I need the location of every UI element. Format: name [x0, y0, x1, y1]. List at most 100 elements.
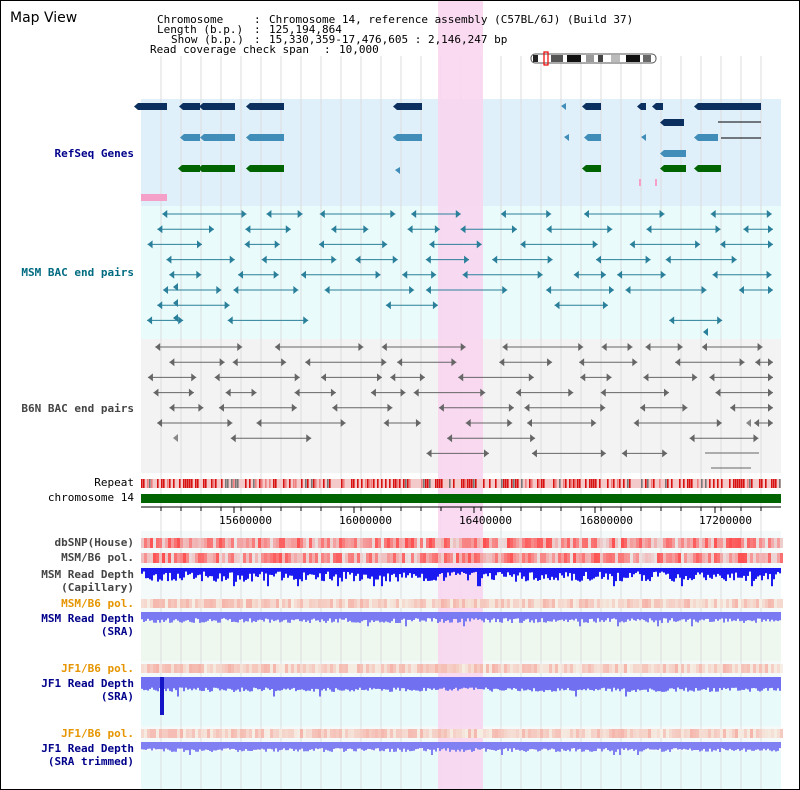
bac-end-marker — [383, 419, 389, 427]
depth-bar — [661, 677, 663, 692]
repeat-element — [389, 479, 391, 488]
heat-cell — [579, 553, 582, 563]
heat-cell — [546, 553, 549, 563]
depth-bar — [553, 742, 555, 750]
heat-cell — [558, 553, 561, 563]
bac-end-marker — [155, 343, 161, 351]
depth-bar — [729, 742, 731, 749]
heat-cell — [735, 538, 738, 548]
depth-bar — [675, 612, 677, 622]
heat-cell — [336, 553, 339, 563]
repeat-element — [341, 479, 343, 488]
heat-cell — [711, 553, 714, 563]
depth-bar — [553, 677, 555, 692]
depth-bar — [555, 677, 557, 692]
depth-bar — [659, 612, 661, 621]
heat-cell — [477, 599, 480, 608]
heat-cell — [777, 664, 780, 673]
heat-cell — [195, 664, 198, 673]
heat-cell — [258, 664, 261, 673]
heat-cell — [651, 729, 654, 738]
depth-bar — [245, 742, 247, 750]
heat-cell — [237, 538, 240, 548]
heat-cell — [378, 553, 381, 563]
heat-cell — [300, 599, 303, 608]
depth-bar — [251, 568, 253, 582]
depth-bar — [725, 612, 727, 619]
depth-bar — [581, 568, 583, 581]
heat-cell — [273, 538, 276, 548]
bac-end-marker — [500, 210, 506, 218]
heat-cell — [456, 599, 459, 608]
depth-bar — [705, 677, 707, 690]
depth-bar — [321, 568, 323, 581]
depth-bar — [315, 742, 317, 749]
depth-bar — [517, 742, 519, 750]
bac-end-marker — [415, 419, 421, 427]
heat-cell — [552, 538, 555, 548]
heat-cell — [180, 599, 183, 608]
heat-cell — [180, 538, 183, 548]
heat-cell — [633, 664, 636, 673]
depth-bar — [227, 742, 229, 749]
depth-bar — [667, 568, 669, 574]
depth-bar — [275, 742, 277, 749]
depth-bar — [397, 612, 399, 623]
heat-cell — [690, 538, 693, 548]
depth-bar — [625, 742, 627, 749]
depth-bar — [433, 612, 435, 619]
heat-cell — [516, 538, 519, 548]
gene-exon — [588, 134, 601, 141]
depth-bar — [725, 677, 727, 689]
heat-cell — [594, 664, 597, 673]
depth-bar — [659, 742, 661, 749]
depth-bar — [281, 677, 283, 691]
depth-bar — [249, 742, 251, 752]
repeat-element — [539, 479, 541, 488]
heat-cell — [549, 729, 552, 738]
heat-cell — [201, 538, 204, 548]
depth-bar — [439, 742, 441, 752]
depth-bar — [205, 742, 207, 750]
heat-cell — [222, 538, 225, 548]
depth-bar — [701, 677, 703, 690]
heat-cell — [507, 729, 510, 738]
depth-bar — [723, 742, 725, 749]
heat-cell — [186, 538, 189, 548]
heat-cell — [693, 729, 696, 738]
heat-cell — [690, 729, 693, 738]
axis-tick-label: 16400000 — [459, 514, 512, 527]
repeat-element — [173, 479, 175, 488]
repeat-element — [377, 479, 379, 488]
depth-bar — [303, 568, 305, 573]
depth-bar — [751, 612, 753, 622]
depth-bar — [623, 742, 625, 750]
depth-bar — [225, 568, 227, 580]
depth-bar — [677, 568, 679, 575]
heat-cell — [477, 538, 480, 548]
depth-bar — [253, 742, 255, 750]
depth-bar — [159, 612, 161, 623]
depth-bar — [429, 742, 431, 750]
heat-cell — [168, 553, 171, 563]
heat-cell — [177, 664, 180, 673]
depth-bar — [607, 612, 609, 619]
bac-end-marker — [266, 210, 272, 218]
track-label-b6n-bac: B6N BAC end pairs — [21, 402, 134, 415]
depth-bar — [669, 677, 671, 689]
depth-bar — [389, 612, 391, 623]
heat-cell — [306, 729, 309, 738]
heat-cell — [600, 538, 603, 548]
depth-bar — [727, 742, 729, 751]
heat-cell — [246, 538, 249, 548]
repeat-element — [729, 479, 731, 488]
depth-bar — [307, 742, 309, 752]
heat-cell — [225, 729, 228, 738]
bac-end-marker — [709, 373, 715, 382]
depth-bar — [575, 612, 577, 619]
depth-bar — [257, 742, 259, 750]
heat-cell — [327, 729, 330, 738]
depth-bar — [313, 612, 315, 619]
heat-cell — [432, 729, 435, 738]
